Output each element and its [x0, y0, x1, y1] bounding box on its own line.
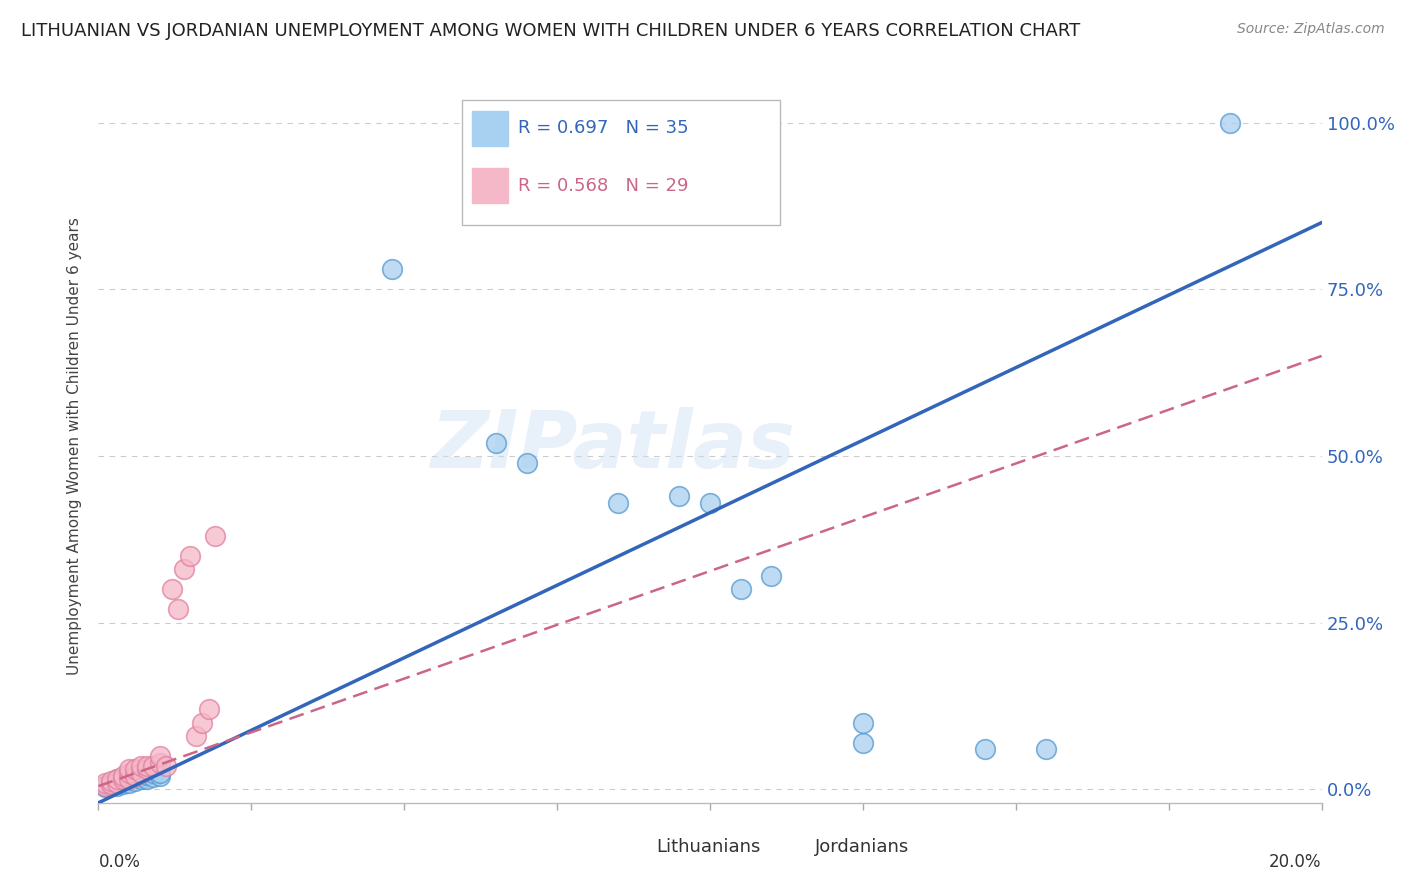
Point: [93, 776, 115, 790]
Point: [105, 779, 128, 793]
Point: [974, 742, 997, 756]
Point: [111, 769, 134, 783]
Point: [167, 602, 190, 616]
Point: [485, 435, 508, 450]
Point: [100, 777, 122, 791]
Point: [105, 776, 128, 790]
Point: [381, 262, 404, 277]
Point: [142, 759, 165, 773]
Point: [129, 772, 152, 787]
Point: [100, 774, 122, 789]
Point: [118, 776, 141, 790]
Point: [668, 489, 690, 503]
Point: [149, 769, 172, 783]
Bar: [612, 837, 647, 858]
Point: [118, 772, 141, 787]
Point: [136, 772, 159, 787]
Point: [124, 769, 146, 783]
Point: [197, 702, 219, 716]
FancyBboxPatch shape: [461, 100, 780, 225]
Point: [118, 763, 141, 777]
Point: [699, 496, 721, 510]
Point: [124, 771, 146, 785]
Text: R = 0.568   N = 29: R = 0.568 N = 29: [517, 177, 689, 194]
Point: [142, 765, 165, 780]
Point: [93, 780, 115, 795]
Point: [852, 736, 875, 750]
Point: [105, 776, 128, 790]
Point: [1219, 115, 1241, 129]
Point: [105, 772, 128, 787]
Point: [186, 729, 208, 743]
Point: [100, 777, 122, 791]
Bar: [471, 168, 508, 203]
Point: [129, 769, 152, 783]
Point: [179, 549, 201, 563]
Point: [111, 777, 134, 791]
Point: [129, 765, 152, 780]
Point: [149, 765, 172, 780]
Point: [111, 774, 134, 789]
Point: [149, 749, 172, 764]
Y-axis label: Unemployment Among Women with Children Under 6 years: Unemployment Among Women with Children U…: [67, 217, 83, 675]
Text: Source: ZipAtlas.com: Source: ZipAtlas.com: [1237, 22, 1385, 37]
Text: R = 0.697   N = 35: R = 0.697 N = 35: [517, 120, 689, 137]
Text: Jordanians: Jordanians: [815, 838, 910, 856]
Point: [607, 496, 630, 510]
Point: [124, 774, 146, 789]
Point: [129, 759, 152, 773]
Point: [149, 756, 172, 770]
Point: [852, 715, 875, 730]
Text: 0.0%: 0.0%: [98, 853, 141, 871]
Bar: [772, 837, 806, 858]
Point: [516, 456, 538, 470]
Text: Lithuanians: Lithuanians: [657, 838, 761, 856]
Text: 20.0%: 20.0%: [1270, 853, 1322, 871]
Point: [93, 779, 115, 793]
Point: [136, 768, 159, 782]
Bar: [471, 111, 508, 146]
Point: [136, 763, 159, 777]
Point: [105, 772, 128, 787]
Text: ZIPatlas: ZIPatlas: [430, 407, 794, 485]
Point: [100, 779, 122, 793]
Point: [118, 772, 141, 787]
Point: [730, 582, 752, 597]
Point: [759, 569, 782, 583]
Point: [118, 765, 141, 780]
Text: LITHUANIAN VS JORDANIAN UNEMPLOYMENT AMONG WOMEN WITH CHILDREN UNDER 6 YEARS COR: LITHUANIAN VS JORDANIAN UNEMPLOYMENT AMO…: [21, 22, 1080, 40]
Point: [118, 769, 141, 783]
Point: [191, 715, 214, 730]
Point: [142, 771, 165, 785]
Point: [93, 779, 115, 793]
Point: [111, 772, 134, 787]
Point: [204, 529, 226, 543]
Point: [136, 759, 159, 773]
Point: [160, 582, 183, 597]
Point: [155, 759, 177, 773]
Point: [1035, 742, 1057, 756]
Point: [173, 562, 195, 576]
Point: [124, 763, 146, 777]
